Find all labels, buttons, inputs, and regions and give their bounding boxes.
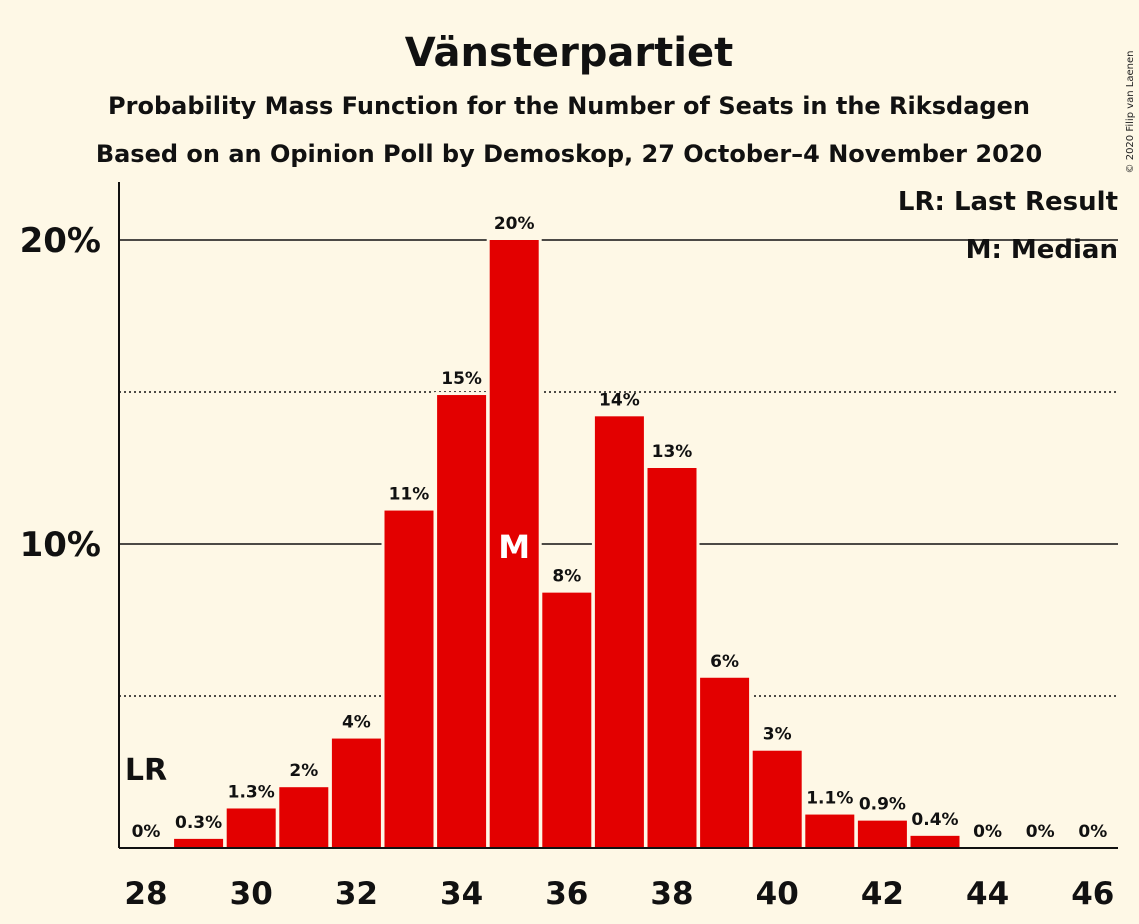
bar	[489, 240, 539, 848]
x-tick-label: 40	[756, 876, 799, 912]
bar-value-label: 14%	[599, 390, 640, 410]
bar-value-label: 0.4%	[911, 810, 958, 830]
x-tick-label: 46	[1071, 876, 1114, 912]
y-tick-label: 10%	[20, 525, 101, 565]
bar	[910, 835, 960, 848]
last-result-marker: LR	[125, 753, 167, 788]
x-tick-label: 42	[861, 876, 904, 912]
x-tick-label: 44	[966, 876, 1009, 912]
legend-median: M: Median	[966, 235, 1118, 265]
bar	[647, 468, 697, 848]
bar	[174, 838, 224, 848]
legend-last-result: LR: Last Result	[898, 187, 1118, 217]
x-tick-label: 38	[650, 876, 693, 912]
bar-value-label: 13%	[652, 442, 693, 462]
bar-value-label: 0%	[1026, 822, 1055, 842]
y-tick-label: 20%	[20, 221, 101, 261]
bar	[857, 820, 907, 848]
bar	[226, 808, 276, 848]
bar-value-label: 6%	[710, 652, 739, 672]
bar-value-label: 11%	[389, 485, 430, 505]
bar-value-label: 0%	[973, 822, 1002, 842]
x-tick-label: 28	[124, 876, 167, 912]
bar-value-label: 8%	[552, 567, 581, 587]
bar	[752, 750, 802, 848]
chart-subtitle-poll: Based on an Opinion Poll by Demoskop, 27…	[96, 140, 1042, 168]
copyright-note: © 2020 Filip van Laenen	[1125, 51, 1136, 174]
x-tick-label: 34	[440, 876, 483, 912]
bar	[542, 592, 592, 848]
bar-value-label: 1.1%	[806, 789, 853, 809]
bar	[384, 510, 434, 848]
x-tick-label: 36	[545, 876, 588, 912]
bar-value-label: 3%	[763, 725, 792, 745]
chart-title: Vänsterpartiet	[405, 30, 733, 76]
chart-subtitle: Probability Mass Function for the Number…	[108, 92, 1030, 120]
bar-value-labels: 0% 0.3% 1.3% 2% 4% 11% 15% 20% 8% 14% 13% 6% 3% 1.1% 0…	[132, 214, 1108, 842]
bar	[594, 416, 644, 848]
y-tick-labels: 10% 20%	[20, 221, 101, 565]
bar-value-label: 0.9%	[859, 795, 906, 815]
bar-value-label: 4%	[342, 713, 371, 733]
x-tick-label: 30	[230, 876, 273, 912]
bar	[437, 395, 487, 848]
bar-value-label: 15%	[441, 369, 482, 389]
bars	[171, 237, 963, 848]
bar-value-label: 0%	[132, 822, 161, 842]
bar-value-label: 0.3%	[175, 813, 222, 833]
bar-value-label: 20%	[494, 214, 535, 234]
bar	[700, 677, 750, 848]
bar-value-label: 1.3%	[228, 782, 275, 802]
bar	[805, 814, 855, 848]
bar	[331, 738, 381, 848]
x-tick-label: 32	[335, 876, 378, 912]
x-tick-labels: 28 30 32 34 36 38 40 42 44 46	[124, 876, 1114, 912]
median-marker: M	[498, 528, 530, 566]
bar-value-label: 2%	[289, 761, 318, 781]
bar-value-label: 0%	[1078, 822, 1107, 842]
bar	[279, 787, 329, 848]
